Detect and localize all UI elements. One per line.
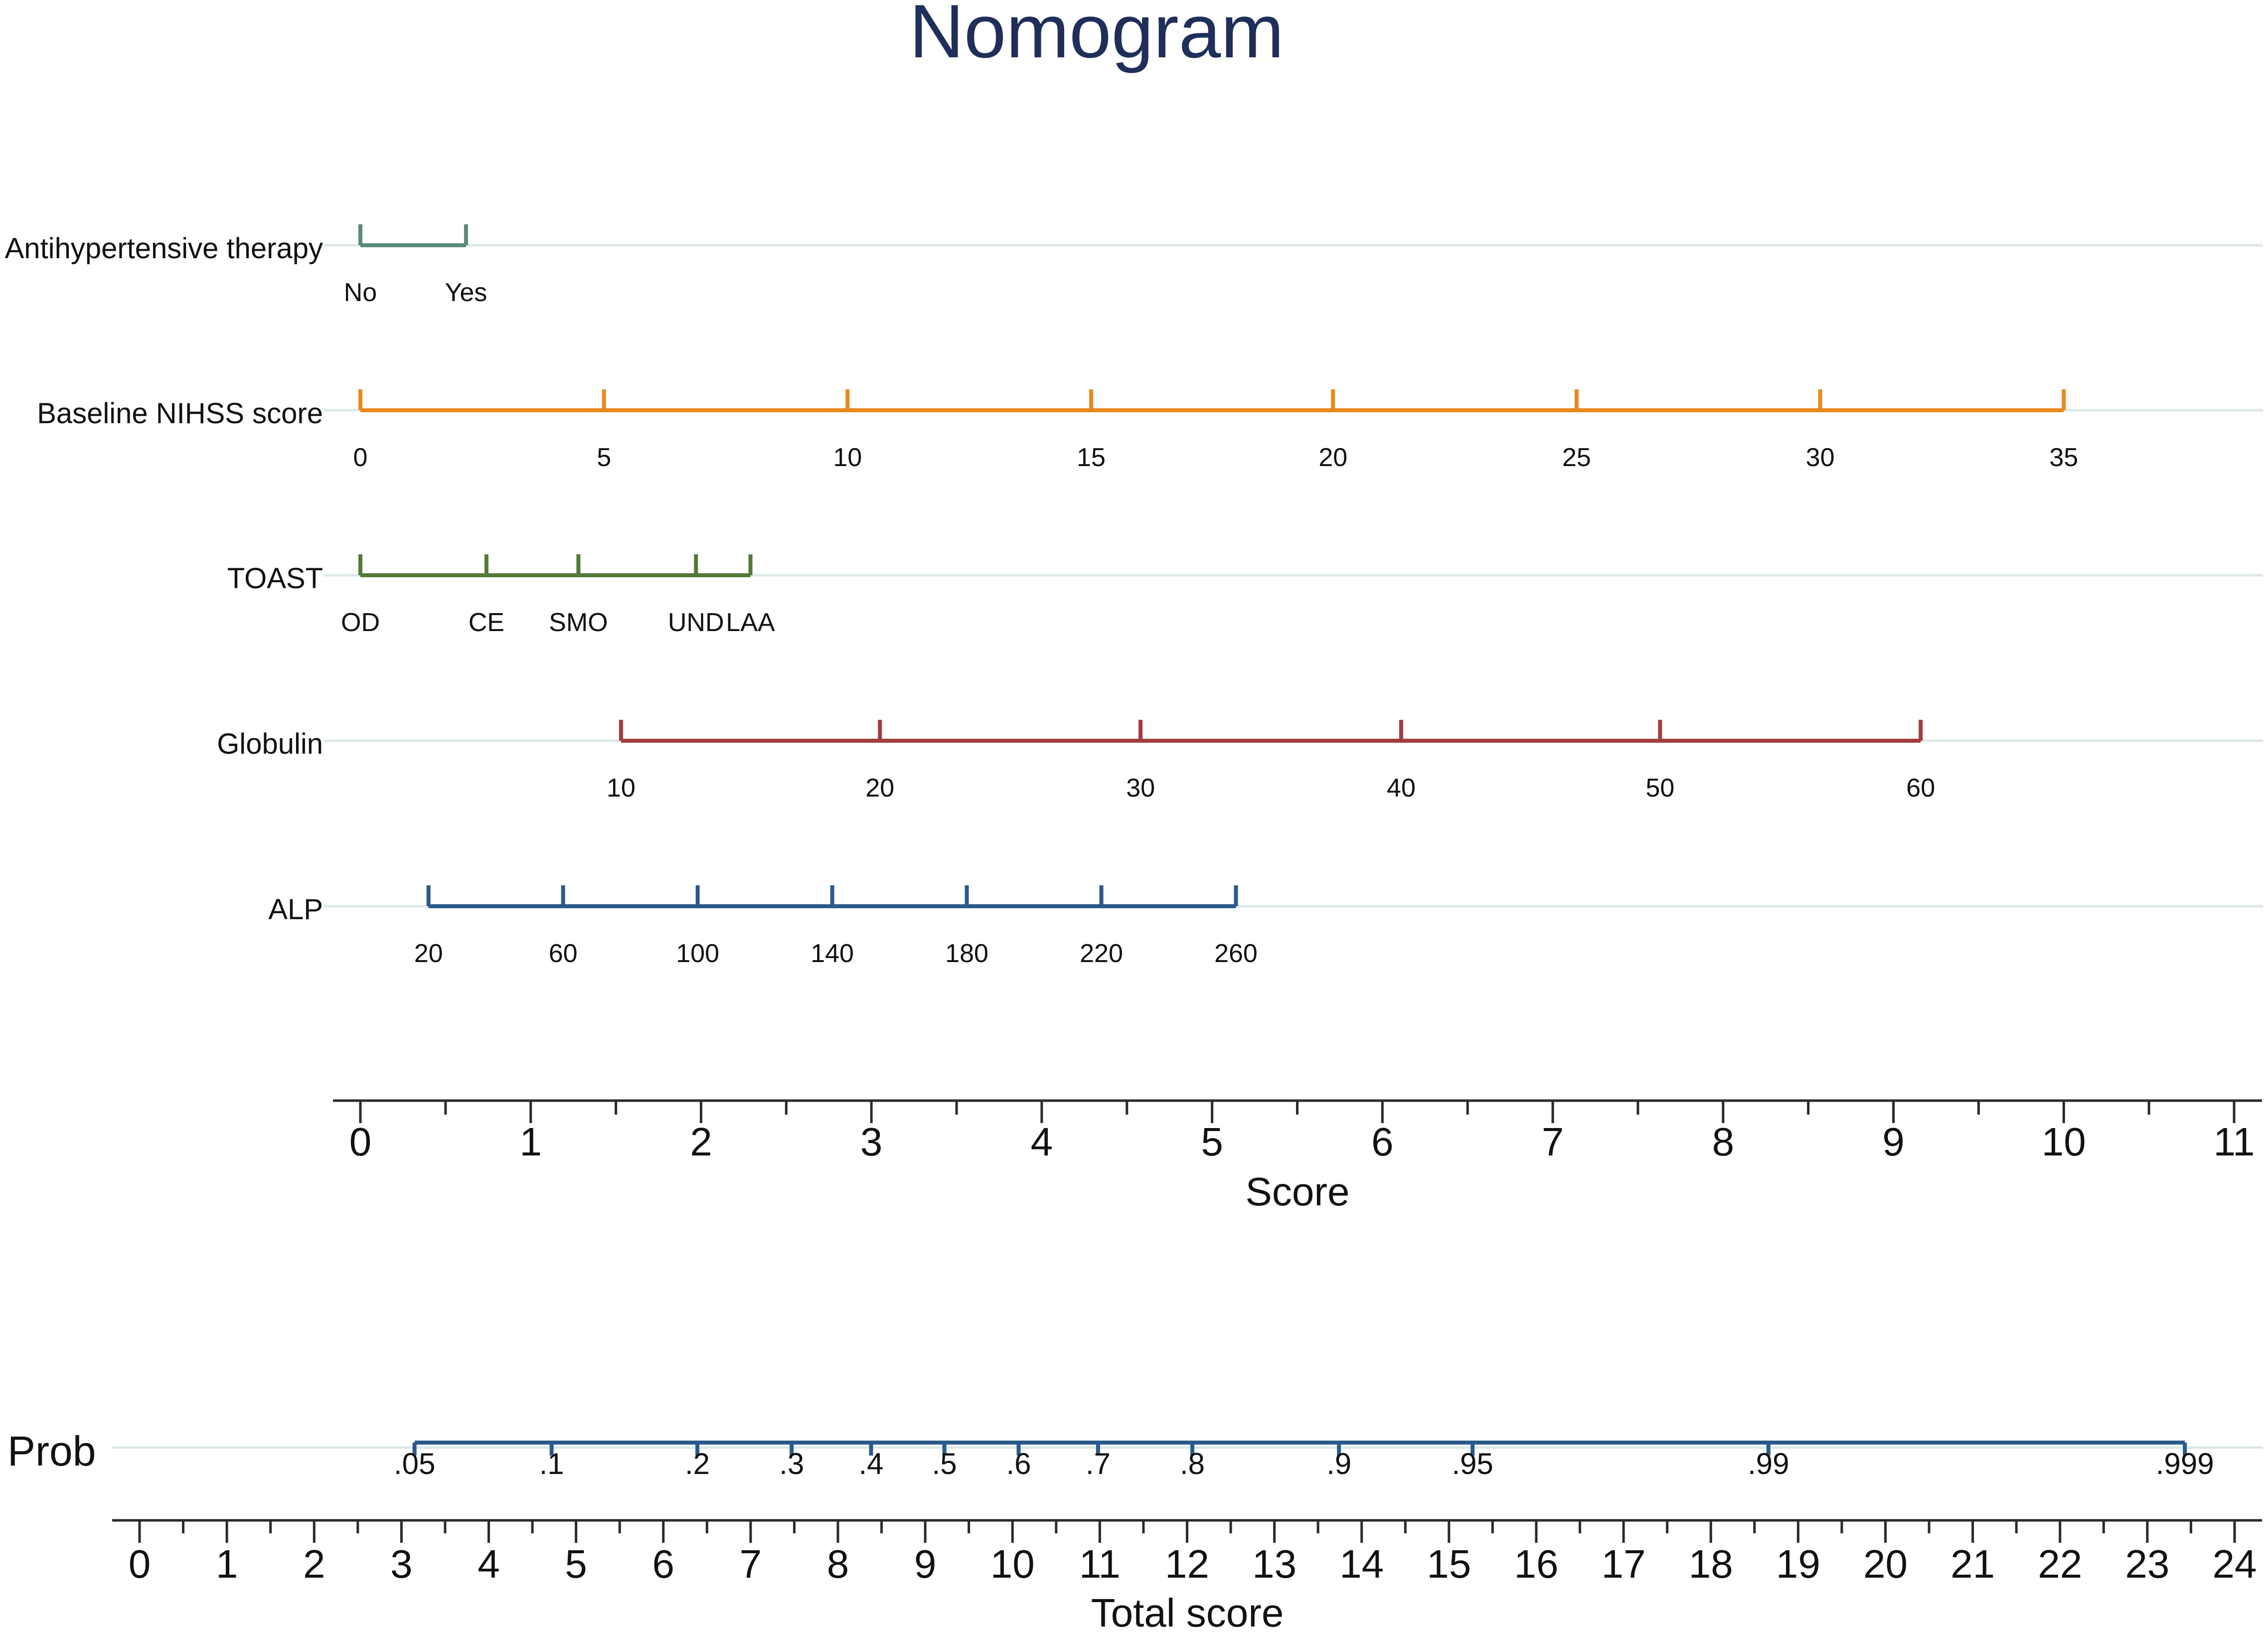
total-tick-label: 9 (914, 1542, 937, 1586)
score-tick-label: 7 (1542, 1120, 1564, 1164)
prob-tick-label: .99 (1748, 1447, 1789, 1480)
prob-tick-label: .7 (1086, 1447, 1111, 1480)
total-tick-label: 3 (390, 1542, 413, 1586)
score-tick-label: 1 (519, 1120, 542, 1164)
variable-tick-label: Yes (445, 278, 487, 307)
prob-tick-label: .05 (394, 1447, 435, 1480)
prob-tick-label: .4 (859, 1447, 884, 1480)
score-axis-label: Score (1246, 1169, 1350, 1214)
variable-tick-label: 5 (597, 443, 611, 472)
score-tick-label: 3 (860, 1120, 883, 1164)
total-tick-label: 12 (1165, 1542, 1209, 1586)
variable-tick-label: 180 (945, 939, 988, 968)
total-tick-label: 5 (565, 1542, 587, 1586)
total-tick-label: 13 (1252, 1542, 1296, 1586)
variable-scales: Antihypertensive therapy No Yes Baseline NI… (5, 224, 2263, 968)
prob-tick-label: .2 (685, 1447, 710, 1480)
total-tick-label: 23 (2125, 1542, 2169, 1586)
variable-tick-label: CE (469, 608, 504, 637)
prob-tick-label: .999 (2156, 1447, 2214, 1480)
variable-tick-label: 30 (1806, 443, 1835, 472)
prob-label: Prob (7, 1428, 96, 1474)
score-tick-label: 0 (349, 1120, 372, 1164)
total-tick-label: 11 (1079, 1542, 1121, 1586)
variable-tick-label: 220 (1080, 939, 1123, 968)
prob-tick-label: .3 (779, 1447, 804, 1480)
total-tick-label: 19 (1776, 1542, 1820, 1586)
variable-label: Globulin (217, 728, 323, 760)
score-axis: 0 1 2 3 4 5 6 7 8 9 10 11 (333, 1099, 2262, 1164)
variable-tick-label: UND (668, 608, 724, 637)
variable-tick-label: 10 (607, 774, 636, 803)
variable-label: TOAST (227, 562, 323, 595)
prob-tick-label: .9 (1326, 1447, 1351, 1480)
variable-row-1: Antihypertensive therapy No Yes (5, 224, 2263, 307)
prob-tick-label: .95 (1452, 1447, 1493, 1480)
total-tick-label: 4 (478, 1542, 500, 1586)
prob-tick-label: .5 (932, 1447, 957, 1480)
variable-tick-label: 20 (1318, 443, 1347, 472)
variable-tick-label: 60 (549, 939, 578, 968)
variable-row-3: TOAST OD CE SMO UND LAA (227, 554, 2263, 637)
score-tick-label: 11 (2213, 1120, 2255, 1164)
score-tick-label: 5 (1201, 1120, 1223, 1164)
variable-tick-label: SMO (549, 608, 608, 637)
variable-tick-label: 0 (353, 443, 368, 472)
variable-tick-label: 35 (2049, 443, 2078, 472)
variable-tick-label: LAA (726, 608, 775, 637)
variable-tick-label: 40 (1387, 774, 1416, 803)
total-tick-label: 21 (1950, 1542, 1995, 1586)
total-tick-label: 22 (2038, 1542, 2082, 1586)
variable-row-4: Globulin 10 20 30 40 50 60 (217, 720, 2263, 803)
variable-tick-label: No (344, 278, 377, 307)
score-tick-label: 2 (690, 1120, 712, 1164)
total-tick-label: 14 (1339, 1542, 1384, 1586)
total-tick-label: 15 (1427, 1542, 1471, 1586)
variable-label: ALP (268, 893, 323, 926)
score-tick-label: 6 (1371, 1120, 1394, 1164)
score-tick-label: 10 (2042, 1120, 2086, 1164)
variable-row-2: Baseline NIHSS score 0 5 10 15 20 25 30 35 (37, 389, 2263, 472)
total-tick-label: 8 (827, 1542, 849, 1586)
total-axis-label: Total score (1091, 1591, 1284, 1634)
variable-tick-label: 140 (810, 939, 854, 968)
total-tick-label: 0 (129, 1542, 151, 1586)
total-tick-label: 24 (2213, 1542, 2257, 1586)
variable-tick-label: OD (341, 608, 380, 637)
total-score-axis: 0 1 2 3 4 5 6 7 8 9 10 11 12 13 14 15 16 17 18 19 20 21 22 23 24 (112, 1519, 2262, 1586)
variable-tick-label: 20 (865, 774, 894, 803)
prob-tick-label: .1 (539, 1447, 564, 1480)
score-tick-label: 4 (1031, 1120, 1053, 1164)
probability-scale: .05 .1 .2 .3 .4 .5 .6 .7 .8 .9 .95 .99 .999 (112, 1441, 2263, 1480)
total-tick-label: 18 (1689, 1542, 1733, 1586)
variable-tick-label: 30 (1126, 774, 1155, 803)
total-tick-label: 7 (740, 1542, 762, 1586)
score-tick-label: 8 (1712, 1120, 1735, 1164)
variable-row-5: ALP 20 60 100 140 180 220 260 (268, 885, 2263, 968)
variable-label: Baseline NIHSS score (37, 397, 323, 430)
variable-tick-label: 10 (833, 443, 862, 472)
variable-tick-label: 60 (1906, 774, 1935, 803)
total-tick-label: 17 (1602, 1542, 1646, 1586)
prob-tick-label: .6 (1006, 1447, 1031, 1480)
variable-tick-label: 20 (414, 939, 443, 968)
total-tick-label: 16 (1514, 1542, 1559, 1586)
score-tick-label: 9 (1882, 1120, 1905, 1164)
total-tick-label: 10 (990, 1542, 1035, 1586)
chart-title: Nomogram (909, 0, 1284, 74)
total-tick-label: 2 (303, 1542, 325, 1586)
variable-tick-label: 50 (1645, 774, 1674, 803)
variable-tick-label: 15 (1077, 443, 1106, 472)
variable-tick-label: 260 (1214, 939, 1258, 968)
total-tick-label: 6 (652, 1542, 675, 1586)
variable-tick-label: 25 (1562, 443, 1591, 472)
variable-tick-label: 100 (676, 939, 719, 968)
total-tick-label: 1 (216, 1542, 238, 1586)
variable-label: Antihypertensive therapy (5, 232, 323, 265)
total-tick-label: 20 (1863, 1542, 1908, 1586)
prob-tick-label: .8 (1180, 1447, 1205, 1480)
